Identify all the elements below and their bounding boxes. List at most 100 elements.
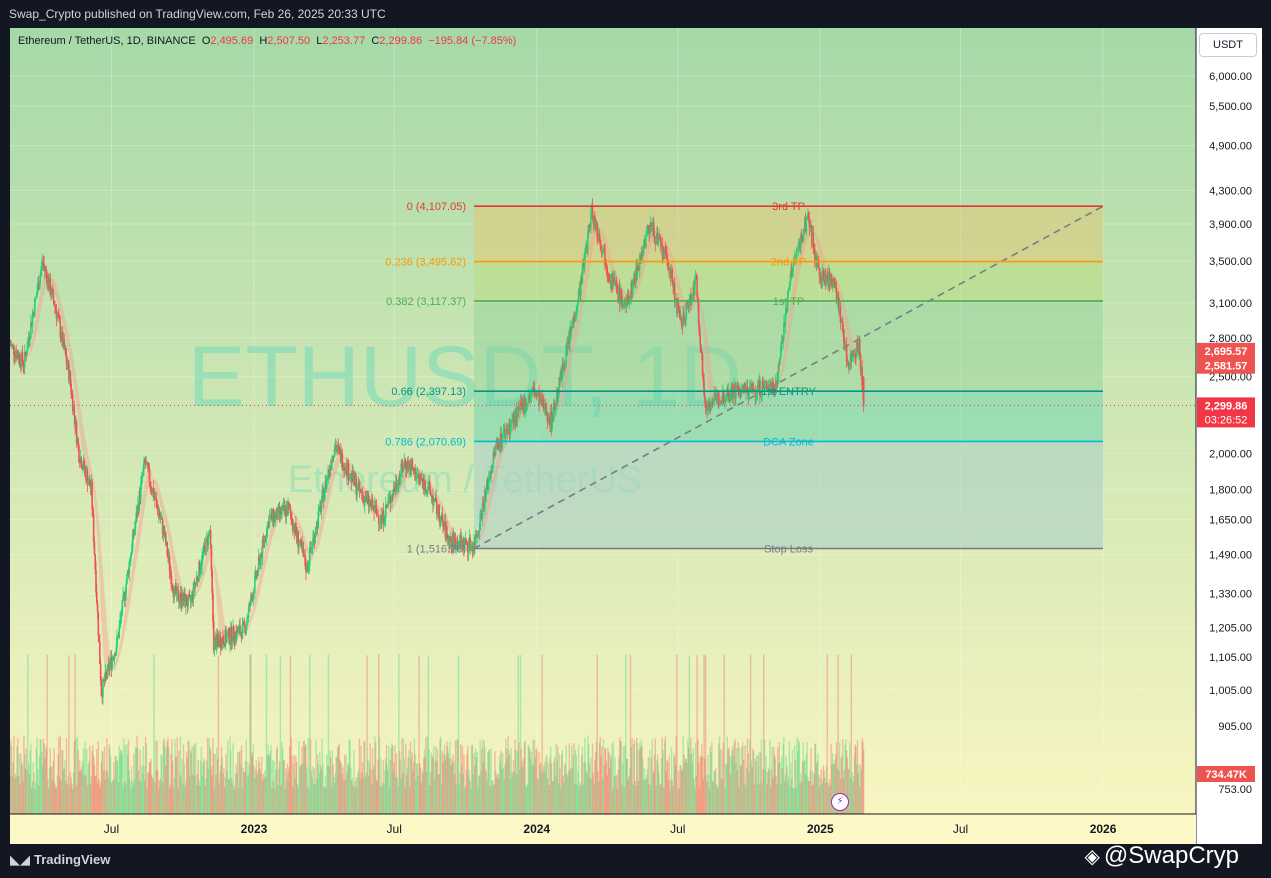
volume-bar bbox=[306, 785, 309, 814]
volume-bar bbox=[777, 762, 780, 814]
candle-body bbox=[290, 513, 293, 518]
candle-body bbox=[704, 401, 707, 408]
volume-bar bbox=[860, 771, 863, 814]
lightning-icon[interactable]: ⚡ bbox=[831, 793, 849, 811]
candle-body bbox=[304, 554, 306, 566]
chart-panel[interactable]: ETHUSDT, 1D Ethereum / TetherUS 0 (4,107… bbox=[10, 28, 1262, 844]
volume-bar bbox=[340, 763, 343, 814]
volume-bar bbox=[302, 741, 305, 814]
volume-bar bbox=[714, 770, 716, 814]
volume-bar bbox=[250, 755, 253, 814]
candle-body bbox=[333, 448, 336, 457]
candle-body bbox=[257, 556, 260, 572]
volume-bar bbox=[296, 783, 299, 814]
volume-bar bbox=[495, 769, 497, 814]
volume-bar bbox=[413, 738, 416, 814]
volume-bar bbox=[135, 748, 137, 814]
candle-body bbox=[584, 249, 587, 253]
candle-body bbox=[326, 478, 328, 488]
candle-body bbox=[474, 534, 477, 548]
volume-bar bbox=[711, 742, 713, 814]
volume-bar bbox=[686, 762, 688, 814]
candle-body bbox=[764, 382, 767, 384]
candle-body bbox=[816, 261, 818, 268]
volume-bar bbox=[613, 776, 615, 814]
volume-bar bbox=[615, 776, 617, 814]
volume-bar bbox=[842, 739, 844, 814]
volume-bar bbox=[857, 772, 859, 814]
volume-bar bbox=[127, 739, 130, 814]
volume-bar bbox=[235, 764, 237, 814]
volume-bar bbox=[13, 735, 15, 814]
volume-bar bbox=[474, 765, 476, 814]
volume-bar bbox=[399, 760, 402, 814]
candle-body bbox=[426, 490, 429, 492]
volume-bar bbox=[744, 745, 746, 814]
candle-body bbox=[691, 296, 694, 298]
candle-body bbox=[435, 497, 437, 502]
tradingview-logo[interactable]: ◣◢ TradingView bbox=[10, 852, 110, 868]
candle-body bbox=[495, 440, 498, 446]
volume-bar bbox=[440, 736, 442, 814]
fib-levels[interactable]: 0 (4,107.05) 3rd TP0.236 (3,495.62) 2nd TP… bbox=[385, 201, 1104, 555]
candle-body bbox=[331, 456, 334, 464]
volume-bar bbox=[140, 765, 143, 814]
volume-bar bbox=[835, 741, 838, 814]
candle-body bbox=[190, 596, 193, 601]
price-axis[interactable]: 6,000.005,500.004,900.004,300.003,900.00… bbox=[1195, 28, 1262, 844]
volume-bar bbox=[590, 757, 592, 814]
volume-bar bbox=[244, 760, 247, 814]
candle-body bbox=[408, 464, 410, 471]
candle-body bbox=[312, 538, 314, 548]
volume-bar bbox=[577, 744, 580, 814]
candle-body bbox=[752, 384, 754, 390]
candle-body bbox=[52, 290, 55, 301]
volume-bar bbox=[529, 748, 531, 814]
candle-body bbox=[336, 445, 339, 450]
volume-bar bbox=[21, 764, 24, 814]
volume-bar bbox=[673, 756, 676, 814]
volume-bar bbox=[332, 764, 334, 814]
volume-bar bbox=[814, 743, 816, 814]
time-axis[interactable]: Jul 2023 Jul 2024 Jul 2025 Jul 2026 bbox=[10, 813, 1196, 844]
volume-bar bbox=[383, 783, 385, 814]
volume-bar bbox=[402, 772, 404, 814]
candle-body bbox=[710, 405, 712, 410]
volume-bar bbox=[74, 654, 76, 814]
volume-bar bbox=[194, 775, 196, 814]
volume-bar bbox=[175, 757, 178, 814]
volume-bar bbox=[251, 752, 254, 814]
volume-bar bbox=[594, 752, 597, 814]
candle-body bbox=[755, 392, 758, 395]
candle-body bbox=[719, 400, 722, 406]
candle-body bbox=[542, 398, 545, 410]
price-chart[interactable]: ETHUSDT, 1D Ethereum / TetherUS 0 (4,107… bbox=[10, 28, 1262, 844]
volume-bar bbox=[576, 785, 578, 814]
volume-bar bbox=[790, 762, 792, 814]
volume-bar bbox=[568, 743, 571, 814]
candle-body bbox=[712, 400, 715, 404]
candle-body bbox=[53, 300, 55, 306]
candle-body bbox=[535, 395, 538, 396]
volume-bar bbox=[846, 757, 849, 814]
volume-bar bbox=[220, 746, 223, 814]
volume-bar bbox=[545, 757, 547, 814]
volume-bar bbox=[98, 778, 100, 814]
candle-body bbox=[368, 501, 371, 506]
candle-body bbox=[97, 611, 100, 636]
candle-body bbox=[265, 536, 268, 540]
currency-button[interactable]: USDT bbox=[1199, 33, 1257, 57]
volume-bar bbox=[629, 768, 631, 814]
candle-body bbox=[664, 249, 667, 253]
volume-bar bbox=[326, 765, 329, 814]
volume-bar bbox=[55, 787, 58, 814]
volume-bar bbox=[333, 776, 335, 814]
volume-bar bbox=[429, 785, 431, 814]
candle-body bbox=[209, 530, 212, 545]
volume-bar bbox=[793, 788, 795, 814]
candle-body bbox=[348, 478, 351, 481]
volume-bar bbox=[426, 772, 428, 814]
volume-bar bbox=[358, 738, 361, 814]
candle-body bbox=[831, 276, 833, 287]
